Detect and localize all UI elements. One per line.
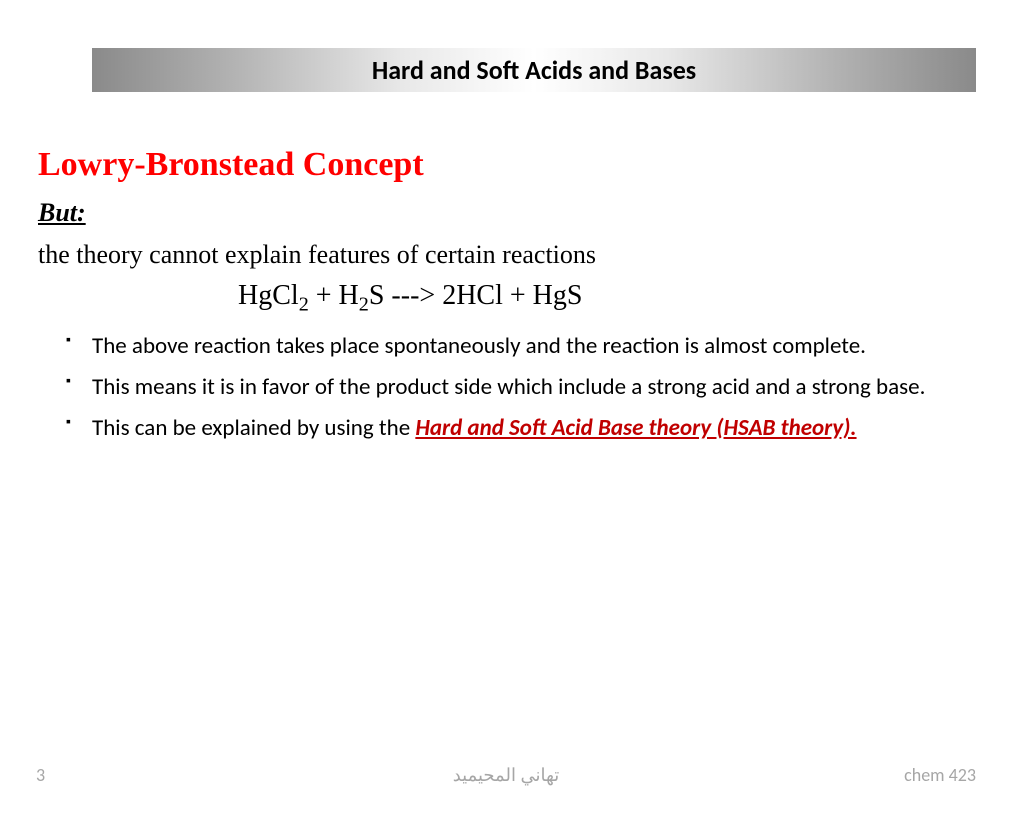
slide-content: Lowry-Bronstead Concept But: the theory … xyxy=(0,92,1024,444)
page-number: 3 xyxy=(36,764,349,786)
slide-footer: 3 تهاني المحيميد chem 423 xyxy=(0,764,1024,786)
title-bar-text: Hard and Soft Acids and Bases xyxy=(372,54,696,86)
list-item: The above reaction takes place spontaneo… xyxy=(66,331,986,362)
bullet-list: The above reaction takes place spontaneo… xyxy=(38,331,986,444)
eq-part3: S ---> 2HCl + HgS xyxy=(369,280,583,311)
intro-text: the theory cannot explain features of ce… xyxy=(38,240,986,270)
eq-part1: HgCl xyxy=(238,280,299,311)
eq-part2: + H xyxy=(309,280,359,311)
eq-sub2: 2 xyxy=(359,294,369,316)
title-bar: Hard and Soft Acids and Bases xyxy=(92,48,976,92)
list-item: This can be explained by using the Hard … xyxy=(66,413,986,444)
chemical-equation: HgCl2 + H2S ---> 2HCl + HgS xyxy=(38,280,986,317)
footer-course: chem 423 xyxy=(663,764,976,786)
but-label: But: xyxy=(38,198,986,228)
bullet-text: The above reaction takes place spontaneo… xyxy=(92,332,866,360)
bullet-prefix: This can be explained by using the xyxy=(92,414,415,442)
list-item: This means it is in favor of the product… xyxy=(66,372,986,403)
eq-sub1: 2 xyxy=(299,294,309,316)
hsab-term: Hard and Soft Acid Base theory (HSAB the… xyxy=(415,414,856,442)
section-heading: Lowry-Bronstead Concept xyxy=(38,146,986,184)
bullet-text: This means it is in favor of the product… xyxy=(92,373,925,401)
